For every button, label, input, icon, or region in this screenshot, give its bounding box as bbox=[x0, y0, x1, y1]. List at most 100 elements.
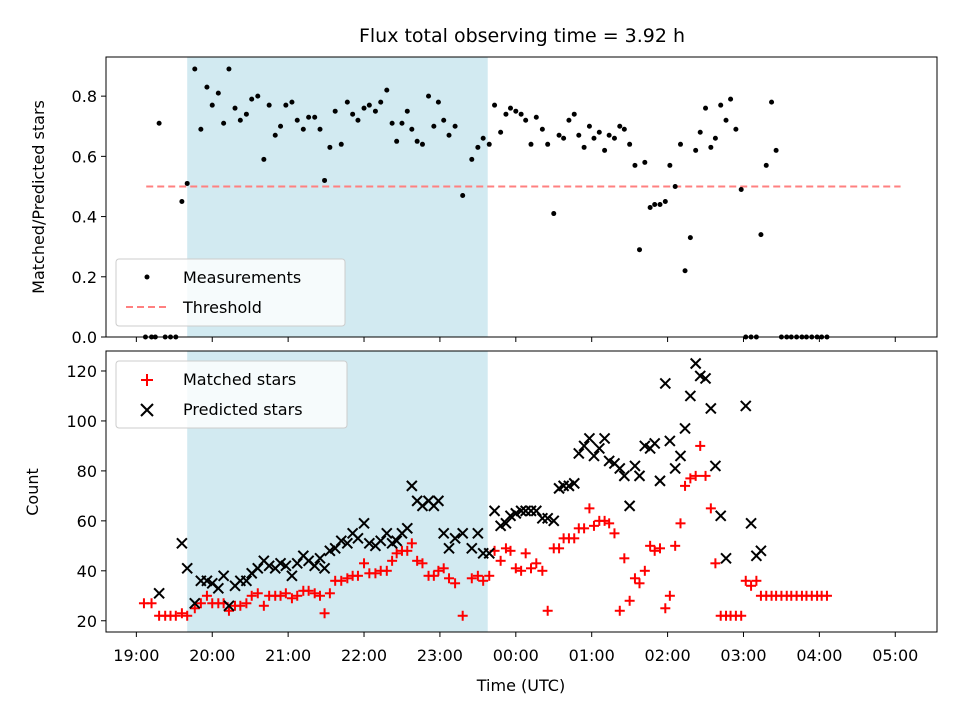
matched-star-point bbox=[619, 553, 630, 564]
predicted-star-stroke-b bbox=[614, 462, 626, 475]
matched-star-point bbox=[252, 588, 263, 599]
bottom-y-tick-label: 40 bbox=[77, 562, 97, 581]
predicted-star-stroke-b bbox=[438, 527, 450, 540]
predicted-star-point bbox=[541, 512, 554, 525]
measurement-point bbox=[409, 126, 415, 132]
predicted-star-stroke-b bbox=[456, 527, 469, 540]
predicted-star-stroke-b bbox=[449, 532, 461, 545]
legend-matched-marker bbox=[141, 374, 153, 386]
matched-star-point bbox=[472, 570, 483, 581]
measurement-point bbox=[394, 138, 400, 144]
measurement-point bbox=[492, 102, 498, 108]
predicted-star-point bbox=[515, 505, 527, 517]
measurement-point bbox=[513, 108, 519, 114]
predicted-star-stroke-b bbox=[488, 505, 501, 517]
measurement-point bbox=[350, 111, 356, 117]
top-legend-box bbox=[115, 258, 346, 327]
matched-star-point bbox=[746, 580, 757, 591]
x-tick-label: 00:00 bbox=[493, 646, 539, 665]
measurement-point bbox=[338, 141, 344, 147]
matched-star-point bbox=[246, 590, 257, 601]
matched-star-point bbox=[510, 563, 521, 574]
predicted-star-point bbox=[578, 440, 590, 452]
predicted-star-stroke-b bbox=[684, 390, 697, 402]
predicted-star-stroke-b bbox=[401, 522, 413, 535]
measurement-point bbox=[419, 141, 425, 147]
predicted-star-stroke-b bbox=[745, 517, 757, 530]
top-plot-frame bbox=[105, 56, 938, 338]
matched-star-point bbox=[387, 555, 398, 566]
measurement-point bbox=[209, 102, 215, 108]
matched-star-point bbox=[391, 548, 402, 559]
matched-star-point bbox=[599, 515, 610, 526]
predicted-star-point bbox=[438, 527, 450, 540]
measurement-point bbox=[278, 123, 284, 129]
predicted-star-stroke-b bbox=[679, 422, 691, 435]
matched-star-point bbox=[505, 545, 516, 556]
predicted-star-stroke-b bbox=[588, 450, 600, 462]
predicted-star-stroke-b bbox=[318, 562, 331, 575]
predicted-star-stroke-b bbox=[669, 462, 681, 475]
measurement-point bbox=[533, 114, 539, 120]
bottom-legend: Matched stars Predicted stars bbox=[115, 360, 348, 429]
matched-star-point bbox=[406, 538, 417, 549]
measurement-point bbox=[232, 105, 238, 111]
measurement-point bbox=[621, 126, 627, 132]
legend-measurements-label: Measurements bbox=[183, 268, 301, 287]
predicted-star-stroke-b bbox=[153, 587, 165, 599]
matched-star-point bbox=[275, 590, 286, 601]
predicted-star-stroke-b bbox=[648, 437, 661, 450]
predicted-star-point bbox=[623, 500, 636, 512]
predicted-star-point bbox=[583, 432, 596, 445]
measurement-point bbox=[667, 162, 673, 168]
measurement-point bbox=[523, 117, 529, 123]
measurement-point bbox=[179, 199, 185, 205]
predicted-star-point bbox=[659, 377, 672, 390]
measurement-point bbox=[404, 108, 410, 114]
matched-star-point bbox=[584, 503, 595, 514]
measurement-point bbox=[606, 132, 612, 138]
predicted-star-stroke-b bbox=[297, 550, 310, 562]
predicted-star-stroke-b bbox=[291, 557, 303, 570]
matched-star-point bbox=[195, 598, 206, 609]
measurement-point bbox=[586, 123, 592, 129]
measurement-point bbox=[249, 96, 255, 102]
measurement-point bbox=[551, 211, 557, 217]
bottom-y-tick-label: 80 bbox=[77, 462, 97, 481]
top-y-tick-label: 0.4 bbox=[72, 208, 97, 227]
matched-star-point bbox=[359, 558, 370, 569]
measurement-point bbox=[355, 117, 361, 123]
matched-star-point bbox=[170, 610, 181, 621]
measurement-point bbox=[507, 105, 513, 111]
measurement-point bbox=[204, 84, 210, 90]
predicted-star-point bbox=[314, 552, 326, 565]
legend-matched-label: Matched stars bbox=[183, 370, 296, 389]
matched-star-point bbox=[412, 555, 423, 566]
predicted-star-point bbox=[472, 527, 484, 540]
matched-star-point bbox=[370, 568, 381, 579]
predicted-star-stroke-b bbox=[603, 455, 615, 467]
measurement-point bbox=[460, 192, 466, 198]
measurement-point bbox=[317, 126, 323, 132]
measurement-point bbox=[712, 135, 718, 141]
measurement-point bbox=[378, 99, 384, 105]
matched-star-point bbox=[478, 575, 489, 586]
measurement-point bbox=[384, 87, 390, 93]
matched-star-point bbox=[525, 563, 536, 574]
x-tick-label: 20:00 bbox=[189, 646, 235, 665]
matched-star-point bbox=[223, 605, 234, 616]
predicted-star-point bbox=[318, 562, 331, 575]
bottom-y-axis-label: Count bbox=[23, 468, 42, 516]
measurement-point bbox=[446, 132, 452, 138]
predicted-star-point bbox=[614, 462, 626, 475]
predicted-star-stroke-b bbox=[608, 457, 621, 470]
matched-star-point bbox=[609, 528, 620, 539]
predicted-star-point bbox=[375, 535, 387, 547]
predicted-star-point bbox=[745, 517, 757, 530]
predicted-star-stroke-b bbox=[335, 535, 347, 547]
predicted-star-point bbox=[483, 547, 495, 560]
matched-star-point bbox=[516, 565, 527, 576]
measurement-point bbox=[561, 135, 567, 141]
predicted-star-stroke-b bbox=[633, 470, 646, 482]
measurement-point bbox=[306, 114, 312, 120]
